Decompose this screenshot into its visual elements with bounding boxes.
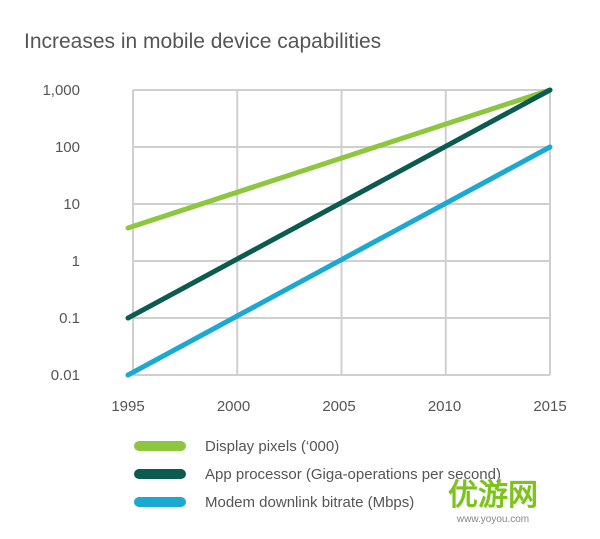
legend-swatch — [134, 469, 186, 479]
legend-item: Display pixels (‘000) — [134, 432, 501, 460]
x-tick-label: 1995 — [111, 398, 144, 415]
legend: Display pixels (‘000) App processor (Giga… — [134, 432, 501, 516]
y-tick-label: 0.01 — [51, 367, 80, 384]
x-tick-label: 2000 — [217, 398, 250, 415]
legend-label: Modem downlink bitrate (Mbps) — [205, 493, 415, 511]
series-line — [125, 87, 553, 231]
x-tick-label: 2010 — [428, 398, 461, 415]
chart-title: Increases in mobile device capabilities — [24, 30, 382, 53]
y-tick-label: 100 — [55, 139, 80, 156]
y-tick-label: 10 — [63, 196, 80, 213]
watermark-url: www.yoyou.com — [456, 514, 530, 525]
series-line — [125, 87, 553, 321]
watermark-text: 优游网 — [448, 478, 538, 513]
x-tick-label: 2005 — [322, 398, 355, 415]
legend-swatch — [134, 497, 186, 507]
watermark-logo: 优游网 www.yoyou.com — [448, 470, 538, 525]
legend-item: Modem downlink bitrate (Mbps) — [134, 488, 501, 516]
y-tick-label: 1 — [72, 253, 80, 270]
plot-area: 0.01 0.1 1 10 100 1,000 1995 2000 2005 2010 2015 — [42, 82, 566, 415]
legend-swatch — [134, 441, 186, 451]
legend-item: App processor (Giga-operations per secon… — [134, 460, 501, 488]
legend-label: Display pixels (‘000) — [205, 437, 340, 455]
y-tick-label: 0.1 — [59, 310, 80, 327]
series-line — [125, 144, 553, 378]
legend-label: App processor (Giga-operations per secon… — [205, 465, 501, 483]
y-tick-label: 1,000 — [42, 82, 80, 99]
x-tick-label: 2015 — [533, 398, 566, 415]
